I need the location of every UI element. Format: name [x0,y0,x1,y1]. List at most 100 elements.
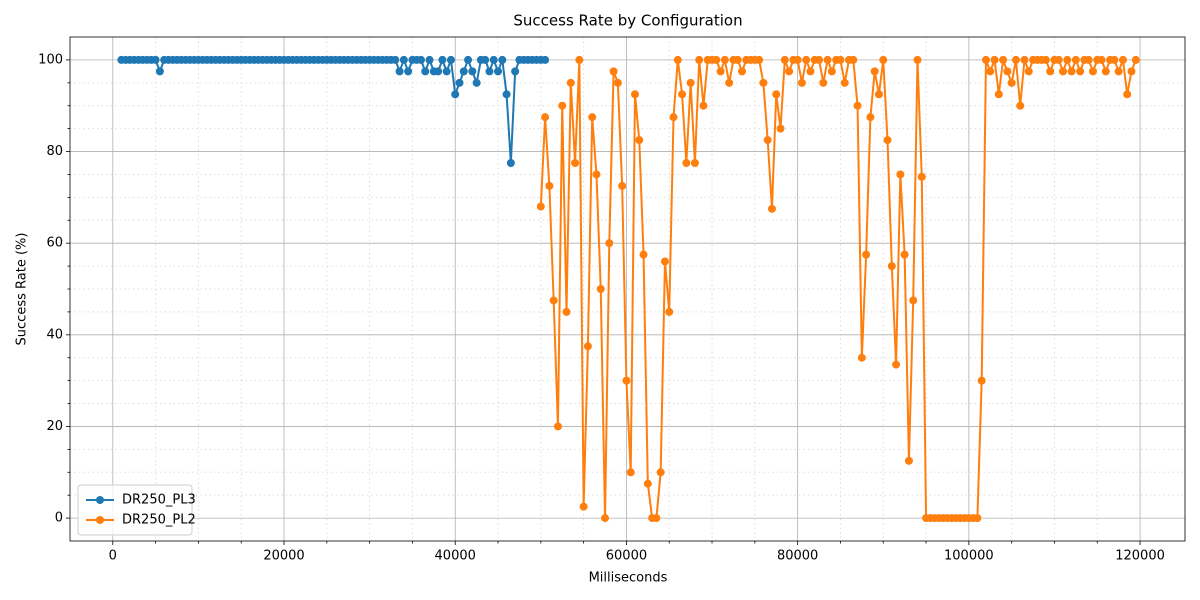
x-tick-label: 100000 [944,549,994,564]
data-point [720,55,729,64]
y-tick-label: 40 [46,327,63,342]
legend: DR250_PL3 DR250_PL2 [77,484,196,536]
data-point [502,90,511,99]
y-tick-label: 20 [46,419,63,434]
plot-frame [69,36,1186,542]
data-point [1118,55,1127,64]
data-point [999,55,1008,64]
data-point [511,67,520,76]
x-tick-label: 0 [109,549,117,564]
legend-box [77,484,193,536]
legend-marker [96,496,104,504]
data-point [678,90,687,99]
data-point [652,514,661,523]
data-point [601,514,610,523]
y-tick-label: 80 [46,144,63,159]
data-point [977,376,986,385]
data-point [690,159,699,167]
data-point [545,181,554,190]
data-point [1084,55,1093,64]
data-point [1041,55,1050,64]
data-point [536,202,545,211]
data-point [566,78,575,87]
data-point [981,55,990,64]
x-tick-label: 120000 [1115,549,1165,564]
data-point [759,78,768,87]
data-point [1110,55,1119,64]
series [536,55,1140,523]
data-point [498,55,507,64]
x-tick-label: 60000 [606,549,647,564]
data-point [699,101,708,110]
data-point [686,78,695,87]
data-point [892,360,901,369]
data-point [840,78,849,87]
data-point [793,55,802,64]
data-point [656,468,665,477]
data-point [733,55,742,64]
data-point [472,78,481,87]
data-point [613,78,622,87]
data-point [451,90,460,99]
x-tick-label: 40000 [435,549,476,564]
data-point [1054,55,1063,64]
data-point [767,204,776,213]
data-point [870,67,879,76]
legend-label: DR250_PL2 [122,513,196,528]
data-point [879,55,888,64]
data-point [823,55,832,64]
data-point [455,78,464,87]
data-point [506,159,515,167]
data-point [434,67,443,76]
data-point [605,239,614,248]
data-point [874,90,883,99]
data-point [639,250,648,259]
data-point [562,307,571,316]
data-point [425,55,434,64]
data-point [579,502,588,511]
data-point [155,67,164,76]
data-point [994,90,1003,99]
y-tick-label: 100 [38,52,63,67]
chart-title: Success Rate by Configuration [513,12,742,30]
data-point [1076,67,1085,76]
data-point [416,55,425,64]
data-point [1127,67,1136,76]
x-tick-label: 20000 [263,549,304,564]
data-point [438,55,447,64]
data-point [1123,90,1132,99]
data-point [592,170,601,179]
data-point [609,67,618,76]
data-point [815,55,824,64]
data-point [797,78,806,87]
data-point [862,250,871,259]
data-point [909,296,918,305]
data-point [583,342,592,351]
data-point [673,55,682,64]
series [117,55,550,167]
data-point [643,479,652,488]
data-point [558,101,567,110]
data-point [1063,55,1072,64]
data-point [618,181,627,190]
data-point [695,55,704,64]
data-point [404,67,413,76]
data-point [626,468,635,477]
data-point [1088,67,1097,76]
data-point [1131,55,1140,64]
data-point [1101,67,1110,76]
data-point [1016,101,1025,110]
data-point [446,55,455,64]
data-point [785,67,794,76]
y-tick-label: 60 [46,236,63,251]
data-point [391,55,400,64]
x-axis-label: Milliseconds [589,571,668,586]
y-axis-label: Success Rate (%) [15,233,30,346]
data-point [1007,78,1016,87]
data-point [849,55,858,64]
data-point [772,90,781,99]
data-point [780,55,789,64]
data-point [904,456,913,465]
data-point [1020,55,1029,64]
